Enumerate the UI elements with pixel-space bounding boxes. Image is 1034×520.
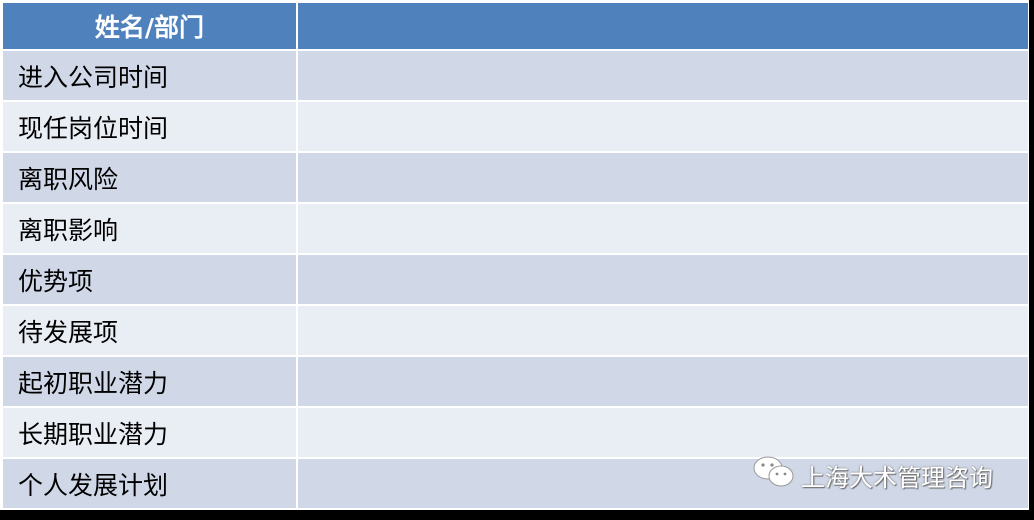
table-row: 长期职业潜力 bbox=[3, 408, 1028, 459]
table-row: 离职影响 bbox=[3, 204, 1028, 255]
row-label: 现任岗位时间 bbox=[3, 102, 298, 153]
row-value bbox=[298, 204, 1028, 255]
table-row: 起初职业潜力 bbox=[3, 357, 1028, 408]
row-label: 离职风险 bbox=[3, 153, 298, 204]
row-label: 待发展项 bbox=[3, 306, 298, 357]
row-value bbox=[298, 51, 1028, 102]
table-row: 离职风险 bbox=[3, 153, 1028, 204]
shadow-bottom bbox=[0, 510, 1034, 520]
row-label: 长期职业潜力 bbox=[3, 408, 298, 459]
row-label: 进入公司时间 bbox=[3, 51, 298, 102]
row-value bbox=[298, 459, 1028, 510]
table-row: 现任岗位时间 bbox=[3, 102, 1028, 153]
row-value bbox=[298, 408, 1028, 459]
row-value bbox=[298, 306, 1028, 357]
row-label: 优势项 bbox=[3, 255, 298, 306]
row-label: 起初职业潜力 bbox=[3, 357, 298, 408]
table-row: 待发展项 bbox=[3, 306, 1028, 357]
row-value bbox=[298, 255, 1028, 306]
table-header-row: 姓名/部门 bbox=[3, 3, 1028, 51]
row-value bbox=[298, 357, 1028, 408]
watermark: 上海大术管理咨询 bbox=[753, 455, 993, 495]
shadow-right bbox=[1029, 0, 1034, 520]
row-label: 离职影响 bbox=[3, 204, 298, 255]
wechat-icon bbox=[753, 455, 795, 495]
employee-profile-table: 姓名/部门 进入公司时间 现任岗位时间 离职风险 离职影响 优势项 待发展项 起… bbox=[3, 3, 1028, 510]
row-label: 个人发展计划 bbox=[3, 459, 298, 510]
header-label: 姓名/部门 bbox=[3, 3, 298, 51]
header-value bbox=[298, 3, 1028, 51]
table-row: 优势项 bbox=[3, 255, 1028, 306]
watermark-text: 上海大术管理咨询 bbox=[801, 463, 993, 492]
row-value bbox=[298, 102, 1028, 153]
table-row: 个人发展计划 bbox=[3, 459, 1028, 510]
table-row: 进入公司时间 bbox=[3, 51, 1028, 102]
row-value bbox=[298, 153, 1028, 204]
